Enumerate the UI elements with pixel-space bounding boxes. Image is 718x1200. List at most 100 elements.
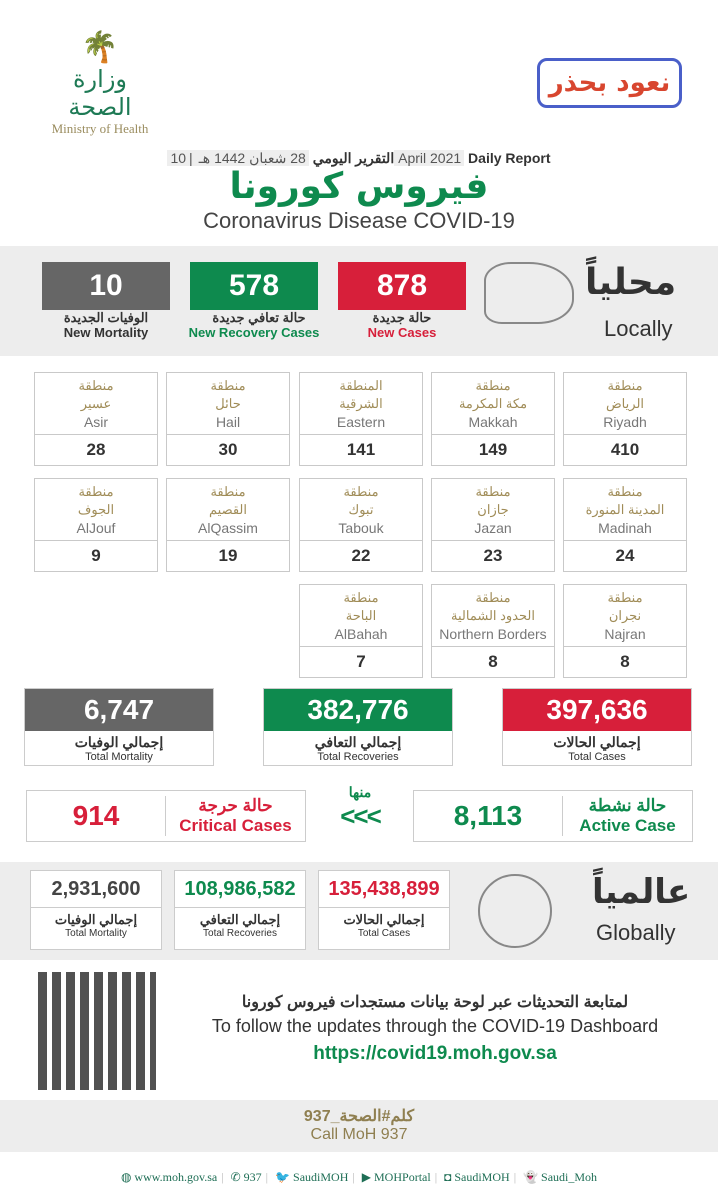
total-cases-ar: إجمالي الحالات: [553, 734, 641, 750]
region-ar1: منطقة: [78, 378, 114, 393]
region-value: 19: [218, 546, 238, 565]
report-line: التقرير اليومي 28 شعبان 1442 هـ|10 April…: [0, 150, 718, 167]
region-card: منطقة مكة المكرمة Makkah 149: [431, 372, 555, 466]
dashboard-en: To follow the updates through the COVID-…: [211, 1016, 659, 1036]
local-label-en: Locally: [604, 316, 673, 341]
region-ar1: منطقة: [607, 484, 643, 499]
region-en: Madinah: [598, 520, 652, 536]
region-card: منطقة القصيم AlQassim 19: [166, 478, 290, 572]
region-en: Najran: [604, 626, 646, 642]
region-ar2: القصيم: [209, 502, 247, 517]
critical-ar: حالة حرجة: [198, 796, 273, 815]
region-ar2: تبوك: [348, 502, 374, 517]
total-recoveries-value: 382,776: [264, 689, 452, 731]
region-value: 410: [610, 440, 640, 459]
instagram-link[interactable]: SaudiMOH: [454, 1170, 510, 1184]
moh-logo-ar: وزارة الصحة: [68, 65, 132, 121]
total-recoveries-ar: إجمالي التعافي: [314, 734, 402, 750]
region-card: منطقة نجران Najran 8: [563, 584, 687, 678]
new-cases-ar: حالة جديدة: [372, 310, 432, 325]
global-recoveries-card: 108,986,582 إجمالي التعافي Total Recover…: [174, 870, 306, 950]
moh-logo-en: Ministry of Health: [51, 121, 149, 136]
region-ar2: الحدود الشمالية: [451, 608, 535, 623]
region-ar2: جازان: [477, 502, 509, 517]
call-band: كلم#الصحة_937 Call MoH 937: [0, 1100, 718, 1152]
region-card: منطقة الجوف AlJouf 9: [34, 478, 158, 572]
region-ar2: المدينة المنورة: [585, 502, 665, 517]
region-ar1: المنطقة: [339, 378, 383, 393]
region-value: 141: [346, 440, 376, 459]
dashboard-link[interactable]: https://covid19.moh.gov.sa: [313, 1043, 557, 1064]
report-en: Daily Report: [468, 150, 551, 166]
global-cases-en: Total Cases: [357, 928, 411, 939]
region-card: منطقة الرياض Riyadh 410: [563, 372, 687, 466]
globe-icon: [478, 874, 552, 948]
website-link[interactable]: www.moh.gov.sa: [134, 1170, 218, 1184]
total-cases-en: Total Cases: [568, 751, 626, 763]
title-ar: فيروس كورونا: [229, 166, 489, 207]
global-recoveries-en: Total Recoveries: [203, 928, 277, 939]
region-ar2: نجران: [608, 608, 642, 623]
twitter-icon: 🐦: [275, 1170, 291, 1184]
globe-icon: ◍: [120, 1170, 132, 1184]
region-value: 24: [615, 546, 635, 565]
region-ar2: الباحة: [345, 608, 377, 623]
total-cases-value: 397,636: [503, 689, 691, 731]
region-card: منطقة الحدود الشمالية Northern Borders 8: [431, 584, 555, 678]
region-value: 8: [488, 652, 498, 671]
footer-links: ◍ www.moh.gov.sa | ✆ 937 | 🐦 SaudiMOH | ▶ M…: [120, 1170, 598, 1184]
region-value: 28: [86, 440, 106, 459]
region-value: 30: [218, 440, 238, 459]
region-card: منطقة الباحة AlBahah 7: [299, 584, 423, 678]
region-ar2: حائل: [215, 396, 241, 411]
global-label-en: Globally: [596, 920, 676, 945]
global-mortality-value: 2,931,600: [31, 871, 161, 908]
region-value: 23: [483, 546, 503, 565]
total-recoveries-card: 382,776 إجمالي التعافي Total Recoveries: [263, 688, 453, 766]
region-card: منطقة جازان Jazan 23: [431, 478, 555, 572]
region-card: المنطقة الشرقية Eastern 141: [299, 372, 423, 466]
active-en: Active Case: [579, 816, 676, 835]
region-ar1: منطقة: [78, 484, 114, 499]
call-en: Call MoH 937: [310, 1126, 408, 1143]
of-which-ar: منها: [348, 784, 372, 800]
region-card: منطقة المدينة المنورة Madinah 24: [563, 478, 687, 572]
global-cases-value: 135,438,899: [319, 871, 449, 908]
report-ar: التقرير اليومي: [312, 150, 395, 166]
new-mortality-value: 10: [42, 262, 170, 310]
region-value: 9: [91, 546, 101, 565]
instagram-icon: ◘: [444, 1170, 452, 1184]
dashboard-ar: لمتابعة التحديثات عبر لوحة بيانات مستجدا…: [241, 994, 629, 1011]
snapchat-icon: 👻: [523, 1170, 539, 1184]
snapchat-link[interactable]: Saudi_Moh: [541, 1170, 598, 1184]
region-ar2: الرياض: [605, 396, 645, 411]
region-en: Jazan: [474, 520, 512, 536]
critical-en: Critical Cases: [179, 816, 292, 835]
region-ar1: منطقة: [607, 378, 643, 393]
region-ar1: منطقة: [475, 484, 511, 499]
region-ar2: الجوف: [77, 502, 115, 517]
global-label-ar: عالمياً: [592, 872, 691, 912]
region-ar2: عسير: [80, 396, 112, 411]
region-value: 8: [620, 652, 630, 671]
new-cases-value: 878: [338, 262, 466, 310]
qr-code[interactable]: [38, 972, 156, 1090]
call-ar: كلم#الصحة_937: [303, 1108, 415, 1125]
global-mortality-card: 2,931,600 إجمالي الوفيات Total Mortality: [30, 870, 162, 950]
global-recoveries-ar: إجمالي التعافي: [199, 912, 281, 927]
region-ar1: منطقة: [607, 590, 643, 605]
twitter-link[interactable]: SaudiMOH: [293, 1170, 349, 1184]
critical-cases-card: 914 حالة حرجة Critical Cases: [26, 790, 306, 842]
arrows-icon: <<<: [340, 801, 382, 831]
new-recoveries-ar: حالة تعافي جديدة: [212, 310, 306, 325]
region-ar1: منطقة: [475, 378, 511, 393]
active-ar: حالة نشطة: [588, 796, 667, 815]
active-value: 8,113: [453, 800, 523, 831]
region-ar1: منطقة: [343, 484, 379, 499]
region-value: 7: [356, 652, 366, 671]
hijri-date: 28 شعبان 1442 هـ: [195, 150, 309, 166]
new-recoveries-en: New Recovery Cases: [188, 325, 320, 340]
phone-link[interactable]: 937: [243, 1170, 262, 1184]
youtube-link[interactable]: MOHPortal: [374, 1170, 431, 1184]
global-mortality-ar: إجمالي الوفيات: [54, 912, 138, 927]
